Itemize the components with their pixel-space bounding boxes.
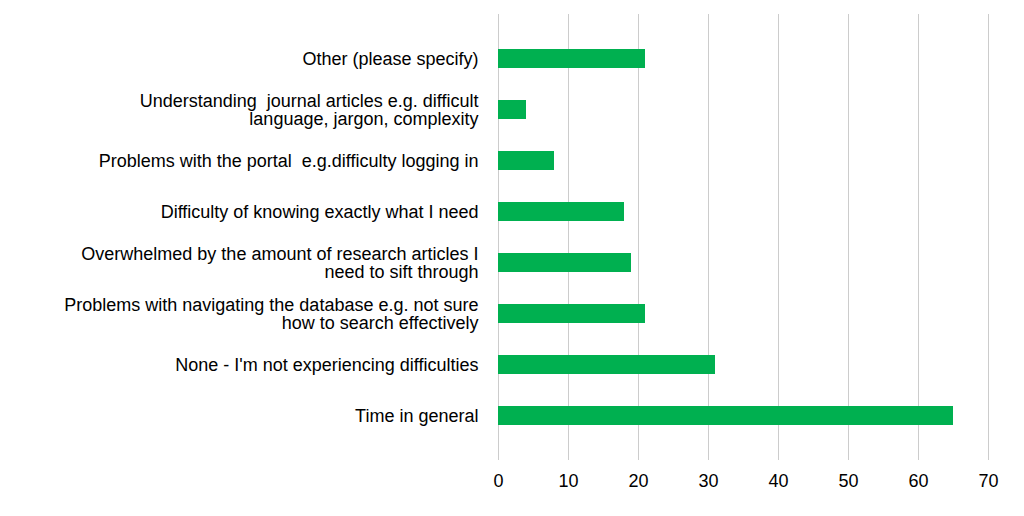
svg-text:None - I'm not experiencing di: None - I'm not experiencing difficulties (175, 355, 478, 375)
svg-text:10: 10 (558, 471, 578, 491)
svg-text:50: 50 (838, 471, 858, 491)
svg-text:Other (please specify): Other (please specify) (302, 49, 478, 69)
svg-text:0: 0 (493, 471, 503, 491)
svg-text:Understanding journal article: Understanding journal articles e.g. diff… (140, 91, 479, 129)
svg-text:Problems with the portal e.g.: Problems with the portal e.g.difficulty … (99, 151, 479, 171)
svg-text:70: 70 (978, 471, 998, 491)
svg-text:40: 40 (768, 471, 788, 491)
svg-text:Overwhelmed by the amount of r: Overwhelmed by the amount of research ar… (81, 244, 478, 282)
svg-text:Problems with navigating the d: Problems with navigating the database e.… (64, 295, 478, 333)
svg-text:Time in general: Time in general (355, 406, 478, 426)
svg-text:60: 60 (908, 471, 928, 491)
svg-text:20: 20 (628, 471, 648, 491)
svg-text:Difficulty of knowing exactly: Difficulty of knowing exactly what I nee… (161, 202, 479, 222)
svg-text:30: 30 (698, 471, 718, 491)
